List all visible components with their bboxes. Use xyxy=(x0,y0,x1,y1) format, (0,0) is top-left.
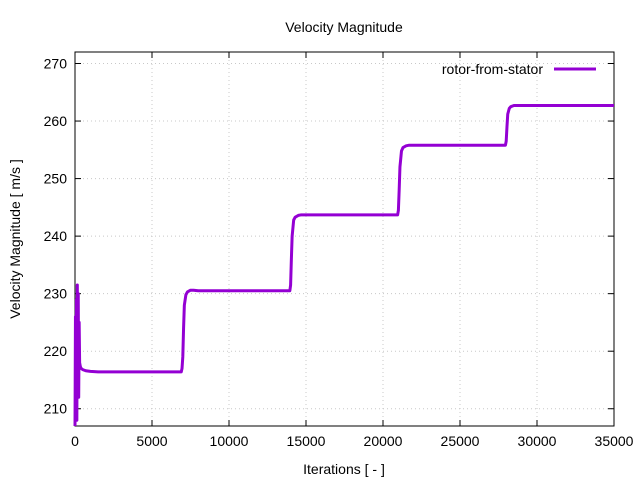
legend: rotor-from-stator xyxy=(442,61,596,77)
y-tick-label: 250 xyxy=(44,171,68,187)
y-tick-label: 270 xyxy=(44,56,68,72)
x-axis-label: Iterations [ - ] xyxy=(303,461,385,477)
legend-label: rotor-from-stator xyxy=(442,61,543,77)
y-axis-label: Velocity Magnitude [ m/s ] xyxy=(7,159,23,319)
x-tick-label: 10000 xyxy=(210,433,249,449)
y-tick-label: 260 xyxy=(44,113,68,129)
x-tick-label: 30000 xyxy=(518,433,557,449)
series-line xyxy=(73,104,614,427)
grid xyxy=(75,52,614,426)
x-tick-label: 0 xyxy=(71,433,79,449)
plot-frame xyxy=(74,51,615,427)
y-tick-label: 220 xyxy=(44,343,68,359)
chart-title: Velocity Magnitude xyxy=(285,19,403,35)
axis-ticks: 0 5000 10000 15000 20000 25000 30000 35000 210 22… xyxy=(44,52,634,449)
x-tick-label: 15000 xyxy=(287,433,326,449)
x-tick-label: 35000 xyxy=(595,433,634,449)
x-tick-label: 20000 xyxy=(364,433,403,449)
x-tick-label: 25000 xyxy=(441,433,480,449)
y-tick-label: 240 xyxy=(44,228,68,244)
x-tick-label: 5000 xyxy=(136,433,167,449)
y-tick-label: 230 xyxy=(44,286,68,302)
y-tick-label: 210 xyxy=(44,401,68,417)
series-layer xyxy=(73,104,614,427)
